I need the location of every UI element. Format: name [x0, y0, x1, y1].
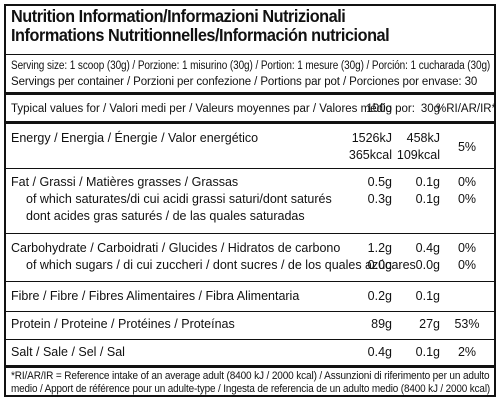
protein-30g: 27g — [419, 317, 440, 331]
fat-ri: 0% — [457, 175, 477, 189]
saturates-100g: 0.3g — [367, 192, 392, 206]
divider — [6, 54, 494, 55]
header-label: Typical values for / Valori medi per / V… — [11, 103, 415, 115]
salt-100g: 0.4g — [367, 345, 392, 359]
footnote-line-1: *RI/AR/IR = Reference intake of an avera… — [11, 370, 490, 382]
label-title: Nutrition Information/Informazioni Nutri… — [11, 6, 390, 45]
fibre-100g: 0.2g — [367, 289, 392, 303]
saturates-label-1: of which saturates/di cui acidi grassi s… — [26, 192, 332, 206]
header-ri: %RI/AR/IR* — [436, 103, 497, 115]
divider — [6, 168, 494, 169]
energy-kcal-30g: 109kcal — [396, 148, 440, 162]
servings-per-container: Servings per container / Porzioni per co… — [11, 76, 478, 88]
salt-label: Salt / Sale / Sel / Sal — [11, 345, 125, 359]
protein-100g: 89g — [371, 317, 392, 331]
energy-kcal-100g: 365kcal — [348, 148, 392, 162]
sugars-30g: 0.0g — [415, 258, 440, 272]
sugars-label: of which sugars / di cui zuccheri / dont… — [26, 258, 416, 272]
energy-ri: 5% — [457, 140, 477, 154]
header-30g: 30g — [420, 103, 440, 115]
sugars-ri: 0% — [457, 258, 477, 272]
footnote-line-2: medio / Apport de référence pour un adul… — [11, 383, 491, 395]
fibre-30g: 0.1g — [415, 289, 440, 303]
carbohydrate-30g: 0.4g — [415, 241, 440, 255]
carbohydrate-100g: 1.2g — [367, 241, 392, 255]
protein-ri: 53% — [454, 317, 480, 331]
carbohydrate-ri: 0% — [457, 241, 477, 255]
saturates-ri: 0% — [457, 192, 477, 206]
energy-label: Energy / Energia / Énergie / Valor energ… — [11, 131, 259, 145]
protein-label: Protein / Proteine / Protéines / Proteín… — [11, 317, 235, 331]
salt-30g: 0.1g — [415, 345, 440, 359]
fat-100g: 0.5g — [367, 175, 392, 189]
serving-size: Serving size: 1 scoop (30g) / Porzione: … — [11, 60, 491, 72]
divider-thick — [6, 365, 494, 368]
saturates-label-2: dont acides gras saturés / de las quales… — [26, 209, 305, 223]
energy-kj-30g: 458kJ — [406, 131, 440, 145]
energy-kj-100g: 1526kJ — [351, 131, 392, 145]
divider-thick — [6, 121, 494, 124]
title-line-1: Nutrition Information/Informazioni Nutri… — [11, 6, 346, 26]
saturates-30g: 0.1g — [415, 192, 440, 206]
fat-label: Fat / Grassi / Matières grasses / Grassa… — [11, 175, 239, 189]
fibre-label: Fibre / Fibre / Fibres Alimentaires / Fi… — [11, 289, 300, 303]
fat-30g: 0.1g — [415, 175, 440, 189]
header-100g: 100g — [366, 103, 392, 115]
salt-ri: 2% — [457, 345, 477, 359]
carbohydrate-label: Carbohydrate / Carboidrati / Glucides / … — [11, 241, 341, 255]
title-line-2: Informations Nutritionnelles/Información… — [11, 25, 390, 45]
sugars-100g: 0.0g — [367, 258, 392, 272]
divider — [6, 281, 494, 282]
nutrition-label: Nutrition Information/Informazioni Nutri… — [4, 4, 496, 397]
divider — [6, 233, 494, 234]
divider-thick — [6, 92, 494, 95]
divider — [6, 311, 494, 312]
divider — [6, 339, 494, 340]
